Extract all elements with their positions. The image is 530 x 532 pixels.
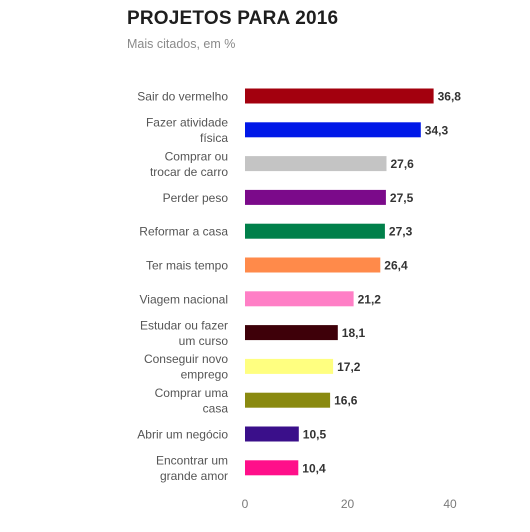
value-label: 34,3 bbox=[425, 123, 449, 137]
value-label: 17,2 bbox=[337, 360, 361, 374]
category-label-line: Abrir um negócio bbox=[137, 428, 228, 442]
value-label: 18,1 bbox=[342, 326, 366, 340]
value-label: 27,3 bbox=[389, 225, 413, 239]
category-label: Encontrar um grande amor bbox=[156, 454, 228, 484]
bar bbox=[245, 189, 386, 205]
bar bbox=[245, 122, 421, 138]
category-label: Comprar uma casa bbox=[155, 386, 229, 416]
x-tick-label: 0 bbox=[242, 497, 249, 511]
chart-title: PROJETOS PARA 2016 bbox=[127, 8, 339, 29]
bar bbox=[245, 325, 338, 341]
category-label-line: trocar de carro bbox=[150, 165, 228, 179]
category-label-line: um curso bbox=[179, 334, 229, 348]
chart-subtitle: Mais citados, em % bbox=[127, 37, 236, 51]
category-label: Reformar a casa bbox=[139, 225, 228, 239]
value-label: 10,5 bbox=[303, 428, 327, 442]
category-label-line: Reformar a casa bbox=[139, 225, 228, 239]
category-label-line: emprego bbox=[181, 368, 229, 382]
category-label: Sair do vermelho bbox=[137, 90, 228, 104]
bar bbox=[245, 88, 434, 104]
category-label-line: Comprar ou bbox=[165, 149, 228, 163]
value-label: 26,4 bbox=[384, 259, 408, 273]
value-label: 36,8 bbox=[438, 90, 462, 104]
bar bbox=[245, 257, 381, 273]
value-label: 27,5 bbox=[390, 191, 414, 205]
bar bbox=[245, 223, 385, 239]
category-label: Estudar ou fazer um curso bbox=[140, 318, 228, 348]
value-label: 27,6 bbox=[391, 157, 415, 171]
category-label-line: Comprar uma bbox=[155, 386, 229, 400]
bar bbox=[245, 392, 331, 408]
category-label: Comprar ou trocar de carro bbox=[150, 149, 228, 179]
value-label: 21,2 bbox=[358, 292, 382, 306]
category-label-line: Estudar ou fazer bbox=[140, 318, 228, 332]
category-label-line: física bbox=[200, 131, 228, 145]
category-label: Perder peso bbox=[163, 191, 229, 205]
bar bbox=[245, 460, 299, 476]
x-tick-label: 20 bbox=[341, 497, 355, 511]
category-label-line: Conseguir novo bbox=[144, 352, 228, 366]
category-label-line: Perder peso bbox=[163, 191, 229, 205]
bar bbox=[245, 358, 334, 374]
bar bbox=[245, 291, 354, 307]
category-label-line: grande amor bbox=[160, 469, 228, 483]
category-label-line: Viagem nacional bbox=[139, 292, 228, 306]
category-label: Fazer atividade física bbox=[146, 116, 228, 146]
category-label-line: Encontrar um bbox=[156, 454, 228, 468]
category-label-line: Fazer atividade bbox=[146, 116, 228, 130]
category-label-line: Ter mais tempo bbox=[146, 259, 228, 273]
category-label: Ter mais tempo bbox=[146, 259, 228, 273]
category-label-line: casa bbox=[203, 401, 229, 415]
category-label: Conseguir novo emprego bbox=[144, 352, 228, 382]
bar bbox=[245, 426, 299, 442]
x-tick-label: 40 bbox=[443, 497, 457, 511]
category-label: Abrir um negócio bbox=[137, 428, 228, 442]
category-label: Viagem nacional bbox=[139, 292, 228, 306]
category-label-line: Sair do vermelho bbox=[137, 90, 228, 104]
bar bbox=[245, 156, 387, 172]
value-label: 16,6 bbox=[334, 394, 358, 408]
value-label: 10,4 bbox=[302, 461, 326, 475]
